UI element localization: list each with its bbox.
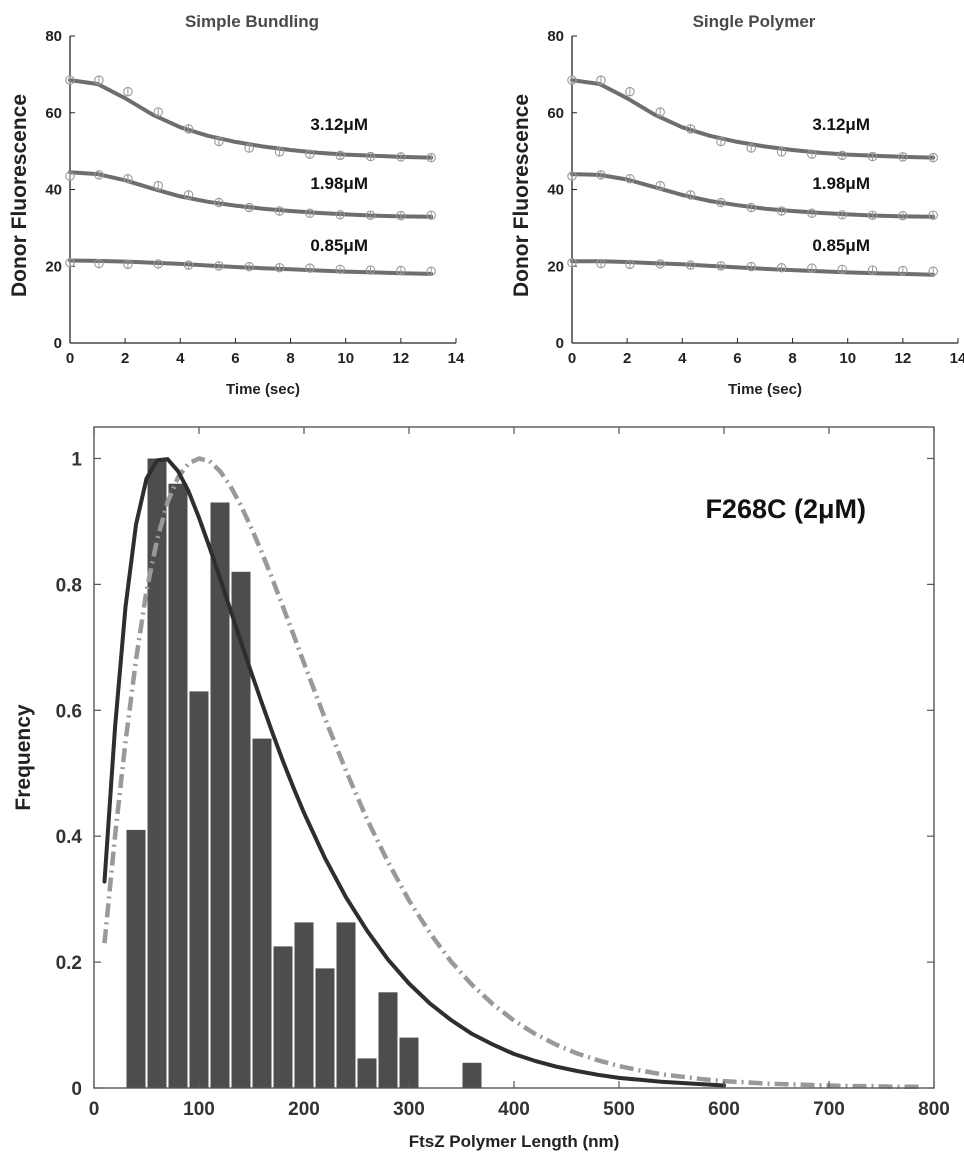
y-tick-label: 20: [45, 258, 62, 275]
x-tick-label: 10: [839, 350, 856, 367]
x-tick-label: 8: [286, 350, 294, 367]
y-axis-title: Donor Fluorescence: [8, 94, 31, 297]
chart-annotation: F268C (2μM): [705, 494, 866, 524]
histogram-bar: [294, 922, 314, 1088]
y-axis-title: Frequency: [12, 704, 35, 811]
series-label: 3.12μM: [310, 115, 368, 134]
x-tick-label: 2: [121, 350, 129, 367]
histogram-bar: [147, 458, 167, 1088]
histogram-bar: [336, 922, 356, 1088]
y-tick-label: 40: [45, 182, 62, 199]
panel-simple-bundling: 0 2 4 6 8 10 12 14 0 20 40 60 80 Simple Bundling Time …: [8, 12, 465, 398]
x-axis-title: Time (sec): [728, 381, 802, 398]
y-axis-title: Donor Fluorescence: [510, 94, 533, 297]
y-tick-label: 1: [71, 449, 82, 470]
histogram-bar: [357, 1058, 377, 1088]
histogram-bar: [462, 1062, 482, 1088]
histogram-bar: [315, 968, 335, 1088]
x-tick-label: 4: [678, 350, 687, 367]
x-tick-label: 10: [337, 350, 354, 367]
panel-single-polymer: 0 2 4 6 8 10 12 14 0 20 40 60 80 Single Polymer Time (…: [510, 12, 964, 398]
histogram-bar: [126, 829, 146, 1088]
histogram-bar: [168, 483, 188, 1088]
x-axis-title: Time (sec): [226, 381, 300, 398]
x-tick-label: 6: [231, 350, 239, 367]
y-tick-label: 80: [547, 28, 564, 45]
histogram-bar: [399, 1037, 419, 1088]
fit-curve-solid: [102, 457, 726, 1088]
y-tick-label: 40: [547, 182, 564, 199]
y-tick-label: 0.8: [56, 575, 82, 596]
x-tick-label: 600: [708, 1099, 740, 1120]
panel-length-distribution: 0 100 200 300 400 500 600 700 800 0 0.2 0.4 0.6 0.8 1 F…: [12, 426, 950, 1151]
y-tick-label: 80: [45, 28, 62, 45]
x-tick-label: 8: [788, 350, 796, 367]
x-tick-label: 800: [918, 1099, 950, 1120]
series-label: 1.98μM: [812, 174, 870, 193]
y-tick-label: 60: [547, 105, 564, 122]
x-tick-label: 500: [603, 1099, 635, 1120]
x-tick-label: 6: [733, 350, 741, 367]
x-tick-label: 0: [568, 350, 576, 367]
histogram-bar: [189, 691, 209, 1088]
x-tick-label: 12: [393, 350, 410, 367]
y-tick-label: 0: [71, 1079, 82, 1100]
fit-curve-dash-dot: [102, 456, 924, 1089]
x-tick-label: 200: [288, 1099, 320, 1120]
x-tick-label: 14: [950, 350, 964, 367]
series-label: 3.12μM: [812, 115, 870, 134]
panel-title: Single Polymer: [693, 12, 816, 31]
series-label: 0.85μM: [812, 236, 870, 255]
histogram-bar: [231, 571, 251, 1088]
x-tick-label: 100: [183, 1099, 215, 1120]
x-tick-label: 12: [895, 350, 912, 367]
x-tick-label: 2: [623, 350, 631, 367]
x-tick-label: 700: [813, 1099, 845, 1120]
y-tick-label: 0: [54, 335, 62, 352]
y-tick-label: 0.2: [56, 953, 82, 974]
x-tick-label: 14: [448, 350, 465, 367]
x-tick-label: 4: [176, 350, 185, 367]
histogram-bar: [378, 992, 398, 1088]
y-tick-label: 0: [556, 335, 564, 352]
x-tick-label: 300: [393, 1099, 425, 1120]
x-tick-label: 0: [89, 1099, 100, 1120]
y-tick-label: 0.6: [56, 701, 82, 722]
histogram-bar: [210, 502, 230, 1088]
series-label: 1.98μM: [310, 174, 368, 193]
y-tick-label: 60: [45, 105, 62, 122]
y-tick-label: 0.4: [56, 827, 83, 848]
x-tick-label: 0: [66, 350, 74, 367]
x-axis-title: FtsZ Polymer Length (nm): [409, 1132, 620, 1151]
y-tick-label: 20: [547, 258, 564, 275]
histogram-bar: [273, 946, 293, 1088]
x-tick-label: 400: [498, 1099, 530, 1120]
series-label: 0.85μM: [310, 236, 368, 255]
panel-title: Simple Bundling: [185, 12, 319, 31]
histogram-bar: [252, 738, 272, 1088]
